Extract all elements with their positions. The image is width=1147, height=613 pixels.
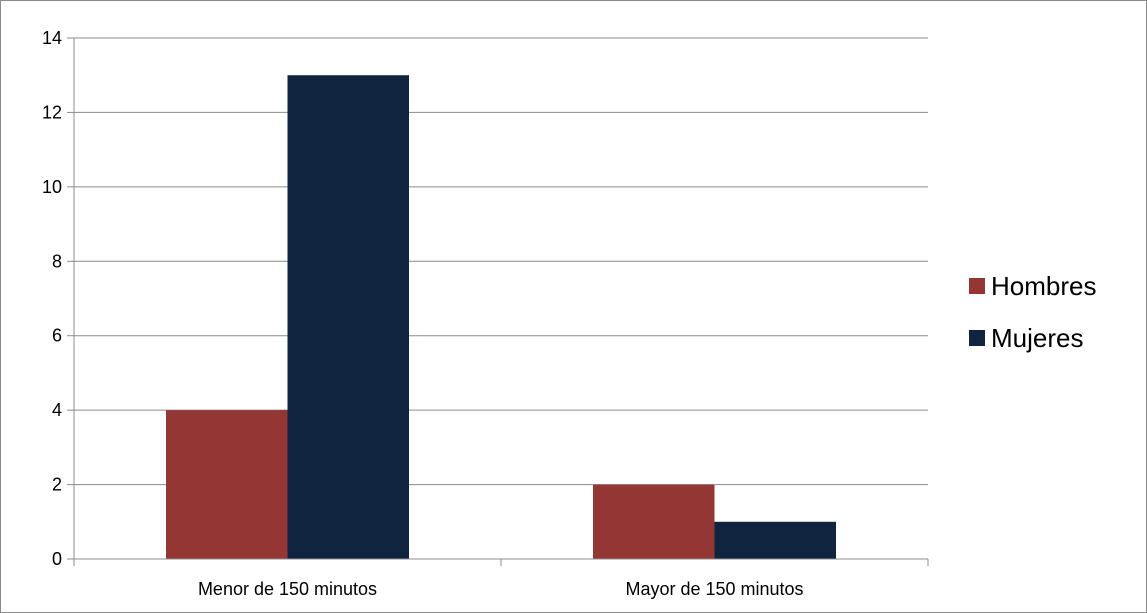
bar-mujeres xyxy=(714,521,836,559)
x-tick-label: Menor de 150 minutos xyxy=(198,579,377,599)
legend-label-hombres: Hombres xyxy=(991,271,1096,301)
x-tick-labels: Menor de 150 minutos Mayor de 150 minutos xyxy=(198,579,804,599)
y-tick-label: 2 xyxy=(52,475,62,495)
legend-label-mujeres: Mujeres xyxy=(991,323,1083,353)
y-tick-label: 6 xyxy=(52,326,62,346)
y-tick-label: 8 xyxy=(52,251,62,271)
bar-hombres xyxy=(593,484,715,559)
y-tick-label: 14 xyxy=(42,28,62,48)
axes xyxy=(67,37,929,566)
x-tick-label: Mayor de 150 minutos xyxy=(625,579,803,599)
legend: Hombres Mujeres xyxy=(969,271,1096,353)
bars xyxy=(166,75,836,559)
bar-hombres xyxy=(166,410,288,559)
y-tick-label: 4 xyxy=(52,400,62,420)
y-tick-labels: 0 2 4 6 8 10 12 14 xyxy=(42,28,62,569)
bar-mujeres xyxy=(287,75,409,559)
legend-swatch-hombres xyxy=(969,278,985,294)
legend-swatch-mujeres xyxy=(969,330,985,346)
y-tick-label: 10 xyxy=(42,177,62,197)
y-tick-label: 12 xyxy=(42,102,62,122)
y-tick-label: 0 xyxy=(52,549,62,569)
